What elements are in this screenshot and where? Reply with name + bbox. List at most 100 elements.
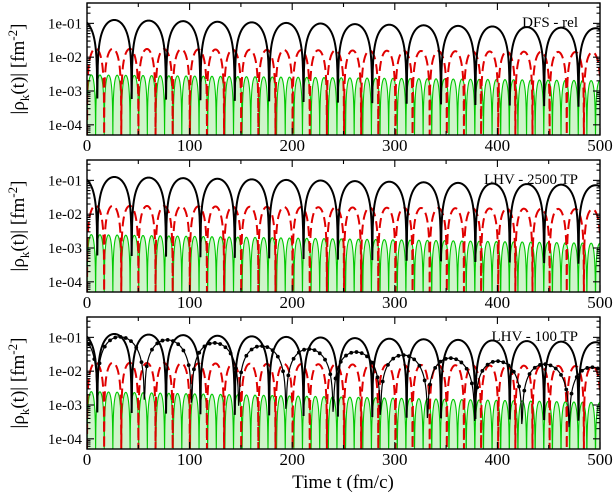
- series-2-marker-12: [150, 347, 154, 352]
- series-2-marker-94: [580, 368, 584, 373]
- series-2-marker-57: [386, 362, 390, 367]
- series-2-marker-87: [543, 362, 548, 367]
- panels: 0 100 200 300 400 500 1e-04 1e-03 1e-02 1e-01 DFS …: [48, 2, 613, 469]
- series-2-marker-52: [359, 351, 364, 356]
- x-axis-title: Time t (fm/c): [292, 472, 394, 493]
- series-2-marker-76: [485, 362, 490, 367]
- series-2-marker-70: [454, 357, 459, 362]
- series-2-line: [87, 47, 600, 135]
- series-2-marker-60: [401, 353, 406, 357]
- series-2-marker-38: [286, 373, 291, 378]
- series-2-marker-59: [396, 353, 401, 358]
- series-2-marker-35: [270, 348, 275, 353]
- y-tick-label: 1e-04: [48, 432, 83, 448]
- x-tick-label: 400: [485, 293, 511, 312]
- series-2-marker-43: [312, 348, 317, 353]
- x-tick-label: 0: [83, 136, 92, 155]
- series-2-marker-24: [213, 341, 217, 345]
- series-2-marker-72: [464, 366, 469, 371]
- series-2-marker-47: [333, 376, 338, 381]
- chart-panel-1: 0 100 200 300 400 500 1e-04 1e-03 1e-02 1e-01 DFS …: [48, 2, 613, 155]
- series-3-line: [87, 361, 600, 449]
- series-2-marker-77: [490, 359, 495, 364]
- series-2-marker-69: [448, 356, 453, 361]
- y-tick-label: 1e-02: [48, 207, 82, 223]
- series-2-marker-6: [118, 334, 123, 339]
- series-2-marker-93: [574, 375, 579, 379]
- y-axis-title-panel-3: |ρk(t)| [fm-2]: [5, 338, 32, 429]
- series-2-marker-42: [307, 347, 312, 351]
- series-2-marker-17: [176, 342, 181, 347]
- y-axis-titles: |ρk(t)| [fm-2] |ρk(t)| [fm-2] |ρk(t)| [fm-…: [5, 24, 32, 429]
- series-2-marker-58: [391, 356, 396, 361]
- series-2-marker-95: [585, 366, 590, 370]
- series-2-marker-32: [254, 344, 259, 349]
- series-2-marker-33: [260, 344, 264, 348]
- series-2-marker-30: [244, 353, 249, 358]
- series-2-marker-62: [412, 357, 417, 362]
- x-tick-label: 300: [382, 450, 408, 469]
- series-2-marker-29: [239, 370, 244, 375]
- series-2-marker-46: [328, 372, 333, 377]
- series-2-marker-41: [302, 347, 306, 352]
- y-tick-label: 1e-02: [48, 364, 82, 380]
- series-2-marker-40: [296, 350, 301, 355]
- x-tick-label: 300: [382, 136, 408, 155]
- y-tick-label: 1e-01: [48, 173, 82, 189]
- series-2-marker-23: [207, 341, 212, 346]
- series-2-marker-49: [344, 353, 348, 358]
- y-tick-label: 1e-03: [48, 398, 82, 414]
- series-2-marker-16: [171, 339, 175, 343]
- x-tick-label: 100: [177, 450, 203, 469]
- series-2-marker-79: [501, 360, 506, 365]
- series-2-marker-75: [480, 369, 485, 373]
- x-tick-label: 500: [587, 450, 613, 469]
- series-2-marker-34: [265, 345, 270, 349]
- series-2-marker-80: [506, 363, 511, 368]
- series-2-marker-48: [338, 359, 343, 364]
- series-2-marker-61: [407, 354, 411, 359]
- y-tick-label: 1e-01: [48, 16, 82, 32]
- series-2-marker-88: [548, 363, 553, 368]
- series-2-marker-84: [527, 372, 532, 376]
- panel-annotation: DFS - rel: [522, 15, 578, 31]
- series-2-marker-5: [113, 335, 118, 340]
- panel-annotation: LHV - 100 TP: [491, 329, 578, 345]
- series-2-marker-18: [181, 348, 186, 353]
- series-2-marker-91: [564, 387, 569, 392]
- x-tick-label: 100: [177, 136, 203, 155]
- panel-annotation: LHV - 2500 TP: [484, 172, 578, 188]
- series-2-marker-63: [417, 363, 422, 368]
- y-tick-label: 1e-01: [48, 330, 82, 346]
- series-2-marker-50: [349, 350, 354, 355]
- y-tick-label: 1e-03: [48, 84, 82, 100]
- plot-area: [87, 18, 600, 135]
- x-tick-label: 500: [587, 136, 613, 155]
- series-2-marker-36: [275, 354, 280, 359]
- plot-area: [87, 175, 600, 292]
- series-2-marker-68: [443, 356, 448, 361]
- series-2-marker-20: [192, 367, 196, 372]
- x-tick-label: 200: [279, 293, 305, 312]
- series-2-marker-8: [129, 339, 133, 344]
- series-2-marker-26: [223, 345, 228, 350]
- chart-panel-2: 0 100 200 300 400 500 1e-04 1e-03 1e-02 1e-01 LHV …: [48, 159, 613, 312]
- x-tick-label: 200: [279, 450, 305, 469]
- series-1-line: [87, 175, 600, 264]
- series-2-marker-25: [218, 342, 223, 346]
- series-2-marker-73: [469, 381, 474, 386]
- x-tick-label: 200: [279, 136, 305, 155]
- series-2-marker-15: [165, 337, 170, 342]
- series-2-marker-13: [155, 341, 160, 346]
- series-2-marker-11: [144, 364, 149, 369]
- series-2-marker-90: [559, 372, 563, 377]
- series-2-marker-19: [186, 363, 191, 368]
- series-2-marker-9: [134, 345, 139, 350]
- series-2-marker-39: [291, 356, 296, 361]
- series-1-line: [87, 332, 600, 421]
- series-2-marker-56: [380, 379, 385, 384]
- series-2-marker-64: [422, 378, 427, 383]
- series-2-marker-71: [459, 360, 464, 365]
- series-2-marker-65: [428, 382, 432, 387]
